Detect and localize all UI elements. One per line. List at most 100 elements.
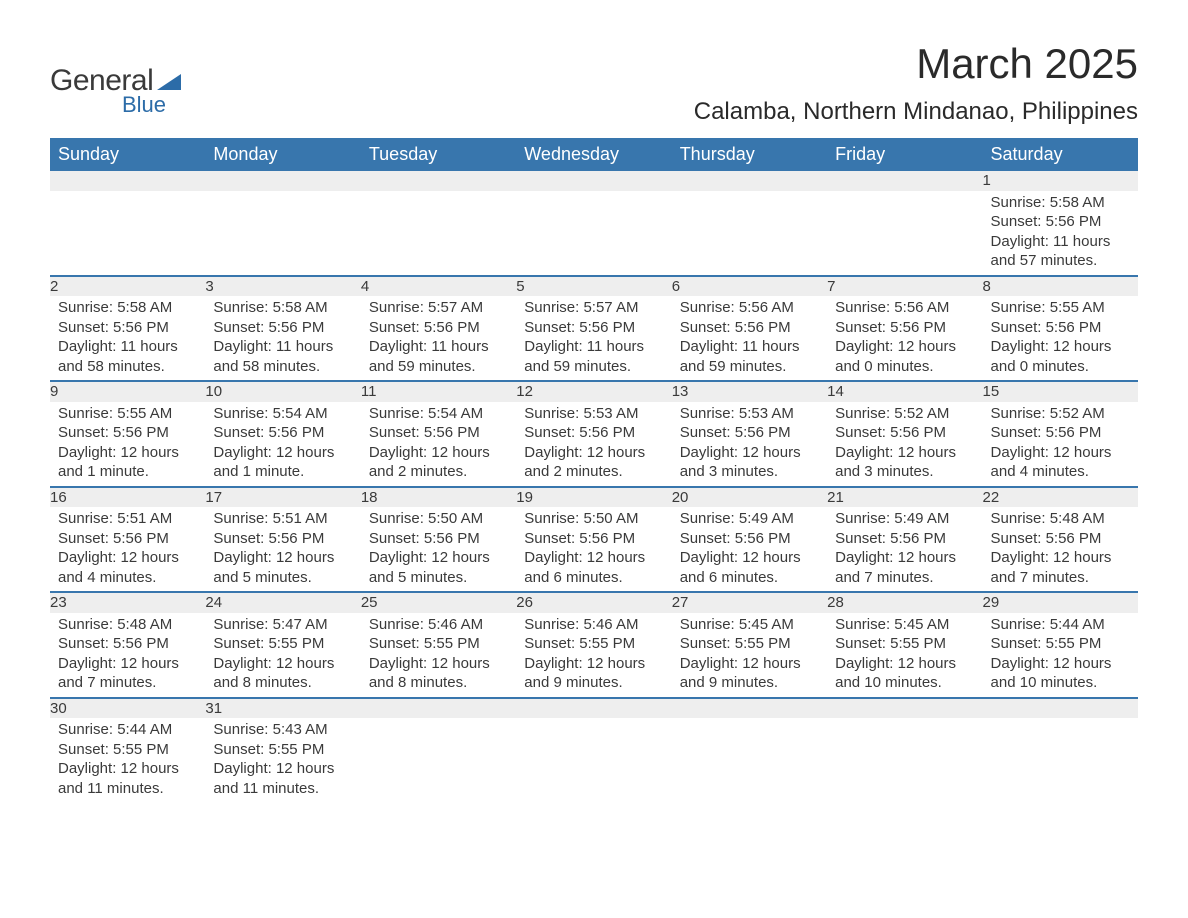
day-cell: Sunrise: 5:50 AMSunset: 5:56 PMDaylight:… [516, 507, 671, 592]
weekday-header: Thursday [672, 138, 827, 171]
sunrise-text: Sunrise: 5:54 AM [369, 404, 508, 424]
daylight-text: Daylight: 12 hours and 4 minutes. [58, 548, 197, 587]
weekday-header: Sunday [50, 138, 205, 171]
day-number: 4 [361, 276, 516, 297]
sunrise-text: Sunrise: 5:54 AM [213, 404, 352, 424]
day-cell: Sunrise: 5:47 AMSunset: 5:55 PMDaylight:… [205, 613, 360, 698]
day-number: 12 [516, 381, 671, 402]
day-number: 1 [983, 171, 1138, 191]
day-cell: Sunrise: 5:57 AMSunset: 5:56 PMDaylight:… [516, 296, 671, 381]
daylight-text: Daylight: 12 hours and 10 minutes. [991, 654, 1130, 693]
day-cell: Sunrise: 5:44 AMSunset: 5:55 PMDaylight:… [50, 718, 205, 802]
day-cell [827, 191, 982, 276]
day-number [50, 171, 205, 191]
day-cell: Sunrise: 5:45 AMSunset: 5:55 PMDaylight:… [827, 613, 982, 698]
daylight-text: Daylight: 12 hours and 2 minutes. [369, 443, 508, 482]
weekday-header-row: Sunday Monday Tuesday Wednesday Thursday… [50, 138, 1138, 171]
daylight-text: Daylight: 12 hours and 7 minutes. [58, 654, 197, 693]
day-content-row: Sunrise: 5:51 AMSunset: 5:56 PMDaylight:… [50, 507, 1138, 592]
day-cell: Sunrise: 5:58 AMSunset: 5:56 PMDaylight:… [983, 191, 1138, 276]
daylight-text: Daylight: 12 hours and 9 minutes. [524, 654, 663, 693]
day-cell [827, 718, 982, 802]
day-number [516, 698, 671, 719]
sunrise-text: Sunrise: 5:44 AM [58, 720, 197, 740]
weekday-header: Monday [205, 138, 360, 171]
day-cell: Sunrise: 5:49 AMSunset: 5:56 PMDaylight:… [672, 507, 827, 592]
day-cell: Sunrise: 5:57 AMSunset: 5:56 PMDaylight:… [361, 296, 516, 381]
daylight-text: Daylight: 12 hours and 0 minutes. [991, 337, 1130, 376]
day-number: 17 [205, 487, 360, 508]
sunset-text: Sunset: 5:55 PM [680, 634, 819, 654]
location-subtitle: Calamba, Northern Mindanao, Philippines [694, 98, 1138, 126]
day-number-row: 16171819202122 [50, 487, 1138, 508]
daylight-text: Daylight: 12 hours and 8 minutes. [213, 654, 352, 693]
daylight-text: Daylight: 12 hours and 8 minutes. [369, 654, 508, 693]
day-number: 9 [50, 381, 205, 402]
daylight-text: Daylight: 12 hours and 11 minutes. [213, 759, 352, 798]
sunrise-text: Sunrise: 5:56 AM [835, 298, 974, 318]
day-content-row: Sunrise: 5:55 AMSunset: 5:56 PMDaylight:… [50, 402, 1138, 487]
day-number: 21 [827, 487, 982, 508]
day-cell [672, 191, 827, 276]
sunset-text: Sunset: 5:56 PM [991, 423, 1130, 443]
sunset-text: Sunset: 5:56 PM [369, 529, 508, 549]
sunset-text: Sunset: 5:56 PM [369, 318, 508, 338]
day-content-row: Sunrise: 5:58 AMSunset: 5:56 PMDaylight:… [50, 296, 1138, 381]
day-number: 24 [205, 592, 360, 613]
day-cell [672, 718, 827, 802]
sunrise-text: Sunrise: 5:58 AM [213, 298, 352, 318]
day-number: 25 [361, 592, 516, 613]
day-number [827, 171, 982, 191]
sunrise-text: Sunrise: 5:45 AM [835, 615, 974, 635]
logo-triangle-icon [157, 74, 181, 90]
daylight-text: Daylight: 12 hours and 9 minutes. [680, 654, 819, 693]
sunrise-text: Sunrise: 5:50 AM [369, 509, 508, 529]
day-number: 3 [205, 276, 360, 297]
daylight-text: Daylight: 11 hours and 58 minutes. [213, 337, 352, 376]
daylight-text: Daylight: 12 hours and 2 minutes. [524, 443, 663, 482]
daylight-text: Daylight: 12 hours and 1 minute. [213, 443, 352, 482]
sunrise-text: Sunrise: 5:57 AM [524, 298, 663, 318]
day-number [983, 698, 1138, 719]
sunrise-text: Sunrise: 5:53 AM [680, 404, 819, 424]
sunset-text: Sunset: 5:56 PM [58, 529, 197, 549]
sunrise-text: Sunrise: 5:58 AM [58, 298, 197, 318]
sunset-text: Sunset: 5:56 PM [991, 529, 1130, 549]
day-cell: Sunrise: 5:45 AMSunset: 5:55 PMDaylight:… [672, 613, 827, 698]
daylight-text: Daylight: 12 hours and 6 minutes. [524, 548, 663, 587]
day-number [361, 698, 516, 719]
weekday-header: Friday [827, 138, 982, 171]
day-number: 8 [983, 276, 1138, 297]
day-cell: Sunrise: 5:46 AMSunset: 5:55 PMDaylight:… [361, 613, 516, 698]
day-number: 31 [205, 698, 360, 719]
sunset-text: Sunset: 5:56 PM [835, 529, 974, 549]
day-number-row: 2345678 [50, 276, 1138, 297]
sunset-text: Sunset: 5:56 PM [991, 318, 1130, 338]
sunrise-text: Sunrise: 5:50 AM [524, 509, 663, 529]
sunset-text: Sunset: 5:56 PM [213, 529, 352, 549]
day-number [516, 171, 671, 191]
sunset-text: Sunset: 5:55 PM [524, 634, 663, 654]
day-cell [205, 191, 360, 276]
day-cell: Sunrise: 5:56 AMSunset: 5:56 PMDaylight:… [827, 296, 982, 381]
day-cell: Sunrise: 5:51 AMSunset: 5:56 PMDaylight:… [205, 507, 360, 592]
day-cell: Sunrise: 5:58 AMSunset: 5:56 PMDaylight:… [50, 296, 205, 381]
sunset-text: Sunset: 5:56 PM [58, 318, 197, 338]
day-cell [50, 191, 205, 276]
day-cell: Sunrise: 5:51 AMSunset: 5:56 PMDaylight:… [50, 507, 205, 592]
day-cell: Sunrise: 5:55 AMSunset: 5:56 PMDaylight:… [50, 402, 205, 487]
sunrise-text: Sunrise: 5:56 AM [680, 298, 819, 318]
daylight-text: Daylight: 11 hours and 59 minutes. [369, 337, 508, 376]
title-block: March 2025 Calamba, Northern Mindanao, P… [694, 40, 1138, 126]
day-cell: Sunrise: 5:53 AMSunset: 5:56 PMDaylight:… [672, 402, 827, 487]
sunset-text: Sunset: 5:55 PM [991, 634, 1130, 654]
day-number-row: 23242526272829 [50, 592, 1138, 613]
sunrise-text: Sunrise: 5:47 AM [213, 615, 352, 635]
weekday-header: Wednesday [516, 138, 671, 171]
day-number [672, 698, 827, 719]
day-number: 26 [516, 592, 671, 613]
day-number: 15 [983, 381, 1138, 402]
day-content-row: Sunrise: 5:44 AMSunset: 5:55 PMDaylight:… [50, 718, 1138, 802]
sunset-text: Sunset: 5:56 PM [58, 634, 197, 654]
sunrise-text: Sunrise: 5:46 AM [369, 615, 508, 635]
